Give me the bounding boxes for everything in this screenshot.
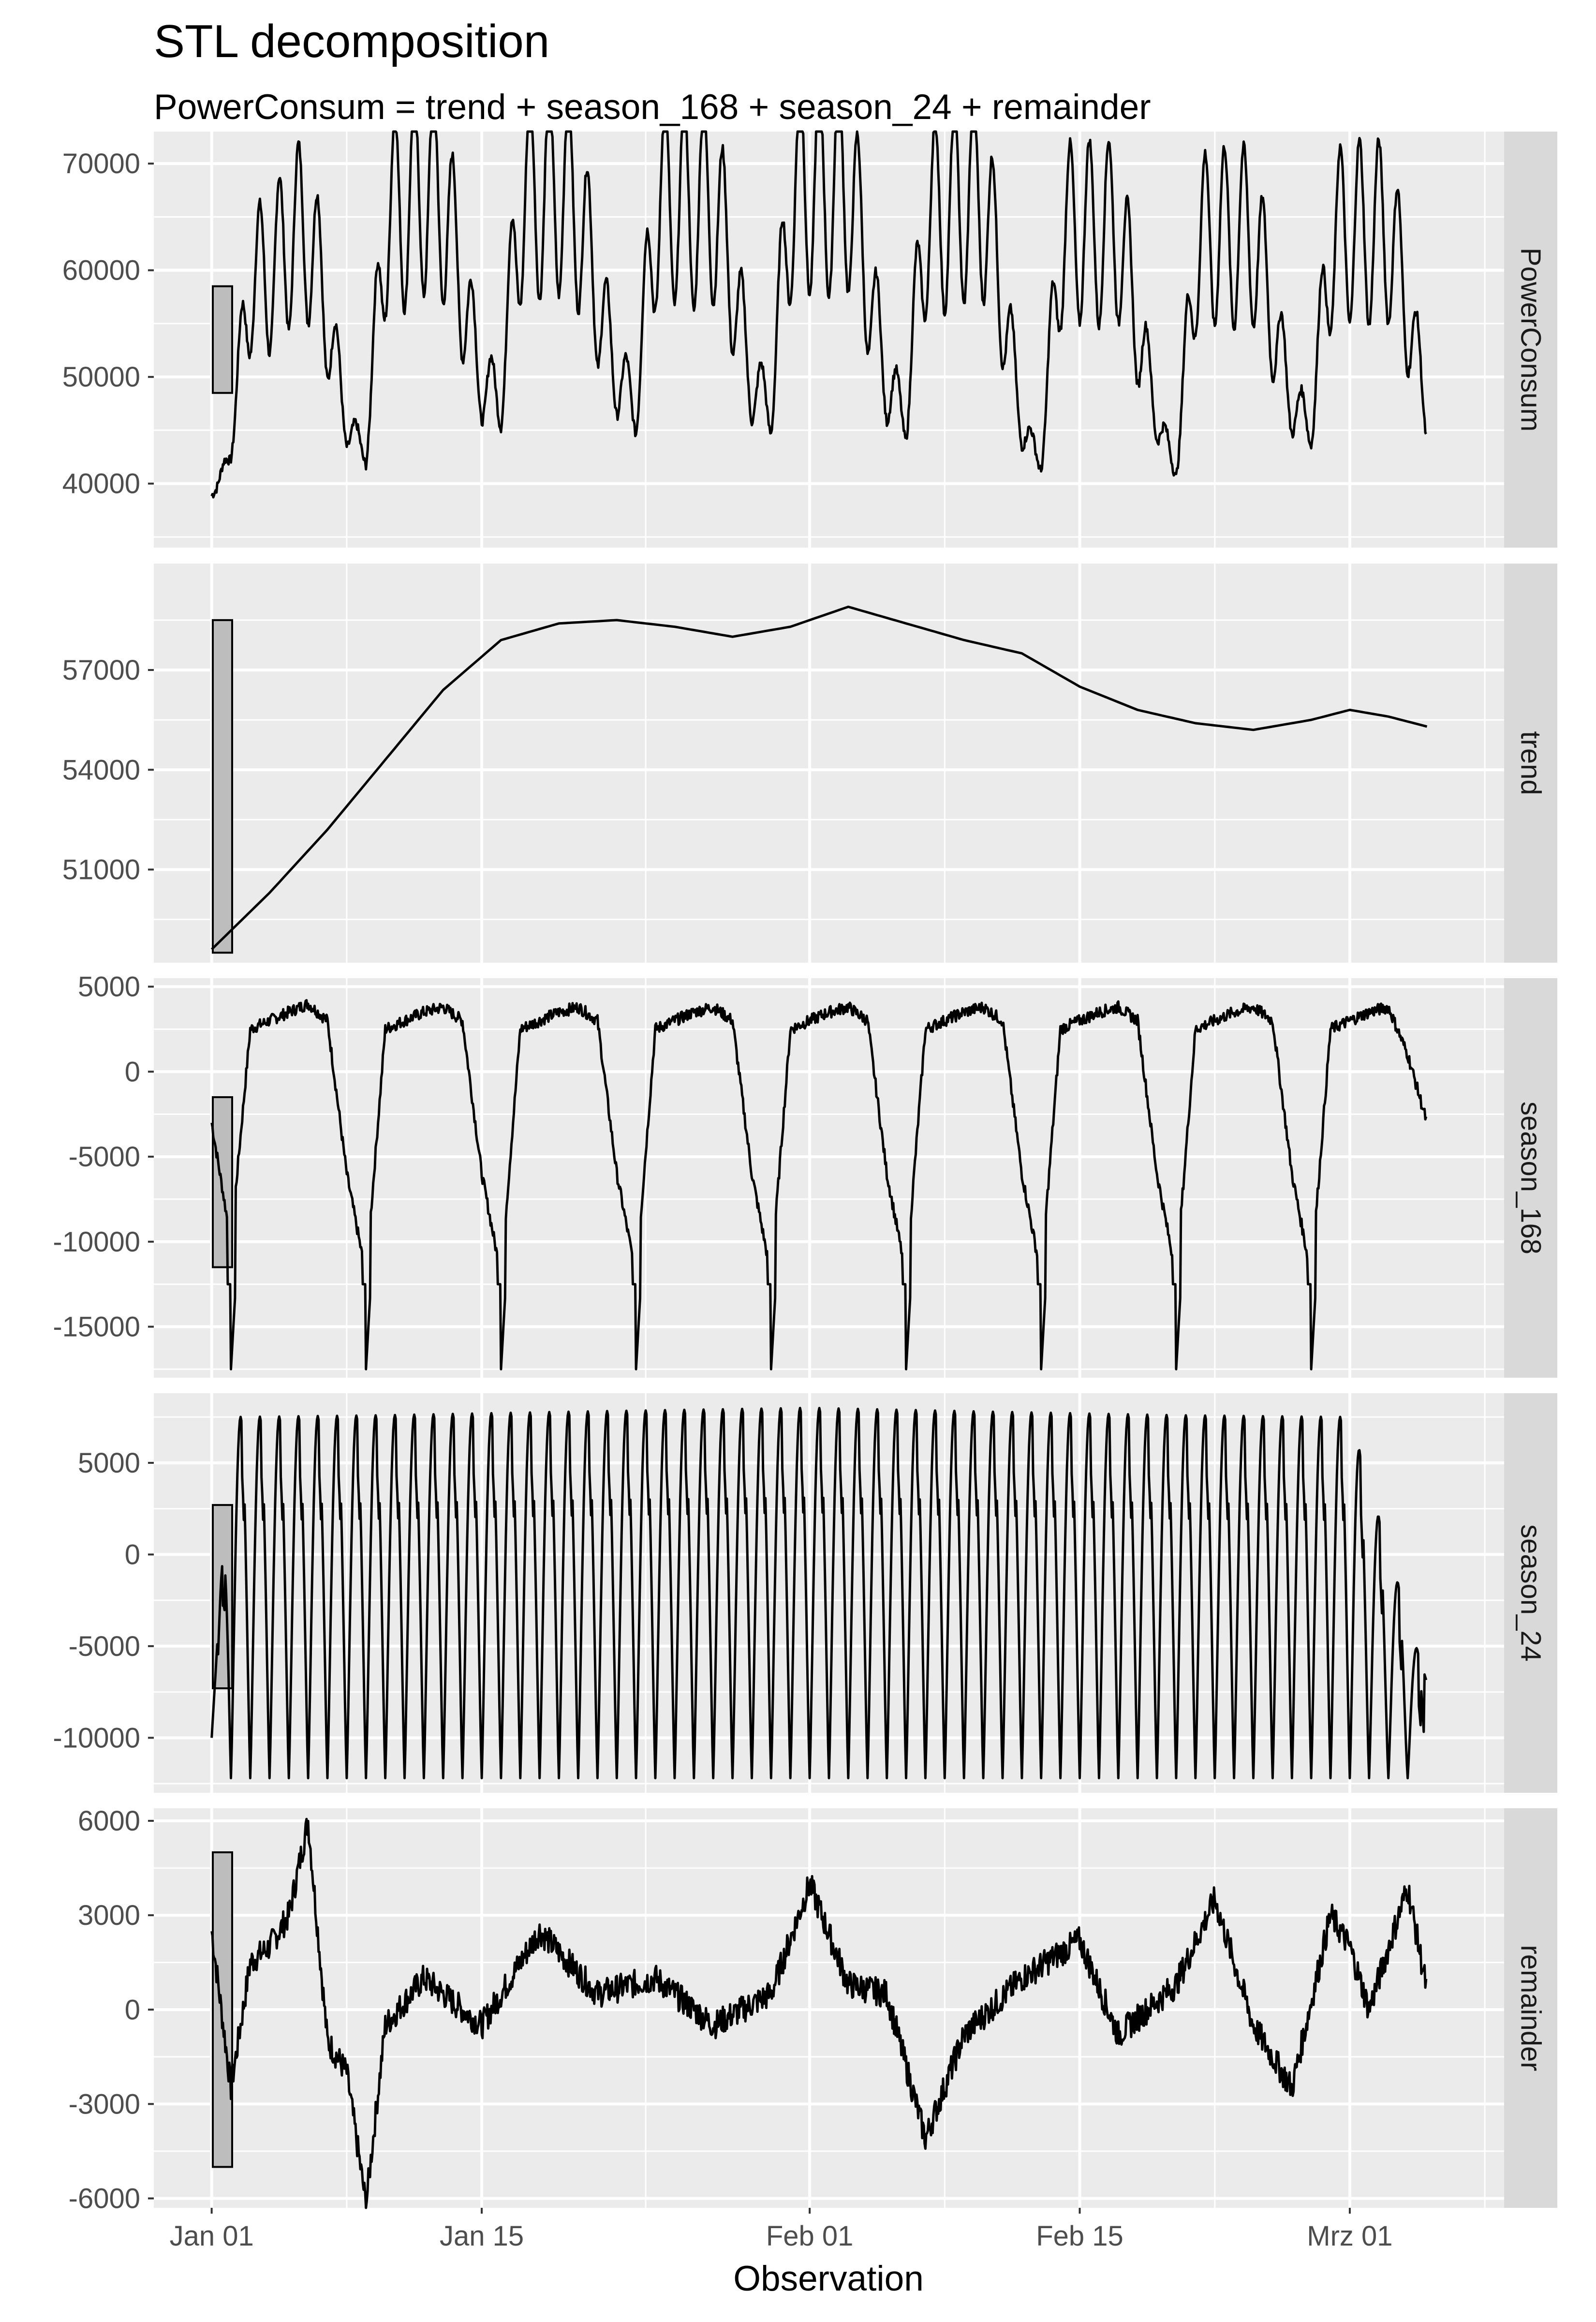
facet-strip-label: season_168 — [1515, 1101, 1547, 1254]
series-line-trend — [210, 605, 1428, 951]
y-tick-label: 0 — [125, 1539, 140, 1570]
y-tick-label: 54000 — [62, 754, 140, 786]
x-tick-label: Jan 15 — [440, 2220, 524, 2252]
y-tick-label: -6000 — [69, 2183, 140, 2214]
y-tick-label: 57000 — [62, 655, 140, 686]
facet-strip — [1504, 1393, 1557, 1793]
chart-title: STL decomposition — [154, 15, 549, 67]
panel-trend: 51000 54000 57000 trend — [62, 564, 1557, 963]
x-axis-label: Observation — [733, 2259, 924, 2298]
x-tick-label: Feb 15 — [1036, 2220, 1123, 2252]
x-tick-label: Jan 01 — [170, 2220, 254, 2252]
facet-strip — [1504, 564, 1557, 963]
chart-subtitle: PowerConsum = trend + season_168 + seaso… — [154, 88, 1151, 127]
y-tick-label: 51000 — [62, 854, 140, 886]
y-tick-label: -15000 — [53, 1311, 140, 1343]
panel-remainder: -6000 -3000 0 3000 6000 remainder — [69, 1805, 1557, 2214]
y-tick-label: 3000 — [78, 1900, 140, 1931]
y-tick-label: 50000 — [62, 361, 140, 393]
y-tick-label: -5000 — [69, 1141, 140, 1173]
series-line-powerconsum — [210, 130, 1427, 499]
panel-background — [154, 1808, 1504, 2208]
series-line-season-168 — [210, 999, 1428, 1370]
y-tick-label: 6000 — [78, 1805, 140, 1837]
facet-strip — [1504, 978, 1557, 1378]
y-tick-label: -3000 — [69, 2088, 140, 2120]
y-tick-label: -5000 — [69, 1631, 140, 1662]
facet-panels: 40000500006000070000PowerConsum510005400… — [53, 130, 1557, 2214]
panel-powerconsum: 40000 50000 60000 70000 PowerConsum — [62, 130, 1557, 548]
panel-background — [154, 564, 1504, 963]
facet-strip-label: trend — [1515, 731, 1547, 795]
facet-strip-label: PowerConsum — [1515, 248, 1547, 432]
x-tick-label: Mrz 01 — [1307, 2220, 1392, 2252]
panel-background — [154, 978, 1504, 1378]
facet-strip — [1504, 132, 1557, 548]
y-tick-label: 40000 — [62, 468, 140, 500]
y-tick-label: 5000 — [78, 1447, 140, 1479]
x-axis: Jan 01 Jan 15 Feb 01 Feb 15 Mrz 01 — [170, 2208, 1393, 2252]
facet-strip-label: remainder — [1515, 1945, 1547, 2071]
y-tick-label: 0 — [125, 1994, 140, 2025]
y-tick-label: -10000 — [53, 1226, 140, 1258]
y-tick-label: 5000 — [78, 971, 140, 1003]
y-tick-label: 60000 — [62, 255, 140, 286]
y-tick-label: -10000 — [53, 1722, 140, 1754]
panel-season-24: -10000 -5000 0 5000 season_24 — [53, 1393, 1557, 1793]
facet-strip-label: season_24 — [1515, 1524, 1547, 1662]
y-tick-label: 0 — [125, 1056, 140, 1087]
panel-season-168: -15000 -10000 -5000 0 5000 season_168 — [53, 971, 1557, 1378]
facet-strip — [1504, 1808, 1557, 2208]
series-line-season-24 — [210, 1407, 1428, 1780]
y-tick-label: 70000 — [62, 148, 140, 179]
scale-bar — [212, 285, 233, 394]
scale-bar — [212, 619, 233, 954]
x-tick-label: Feb 01 — [766, 2220, 854, 2252]
series-line-remainder — [210, 1817, 1428, 2209]
panel-background — [154, 132, 1504, 548]
